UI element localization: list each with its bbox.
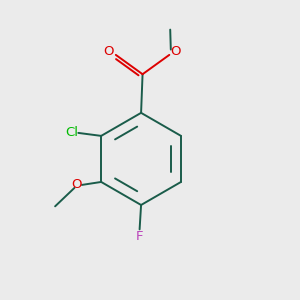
Text: F: F	[136, 230, 143, 243]
Text: Cl: Cl	[65, 125, 78, 139]
Text: O: O	[171, 45, 181, 58]
Text: O: O	[72, 178, 82, 191]
Text: O: O	[103, 45, 114, 58]
